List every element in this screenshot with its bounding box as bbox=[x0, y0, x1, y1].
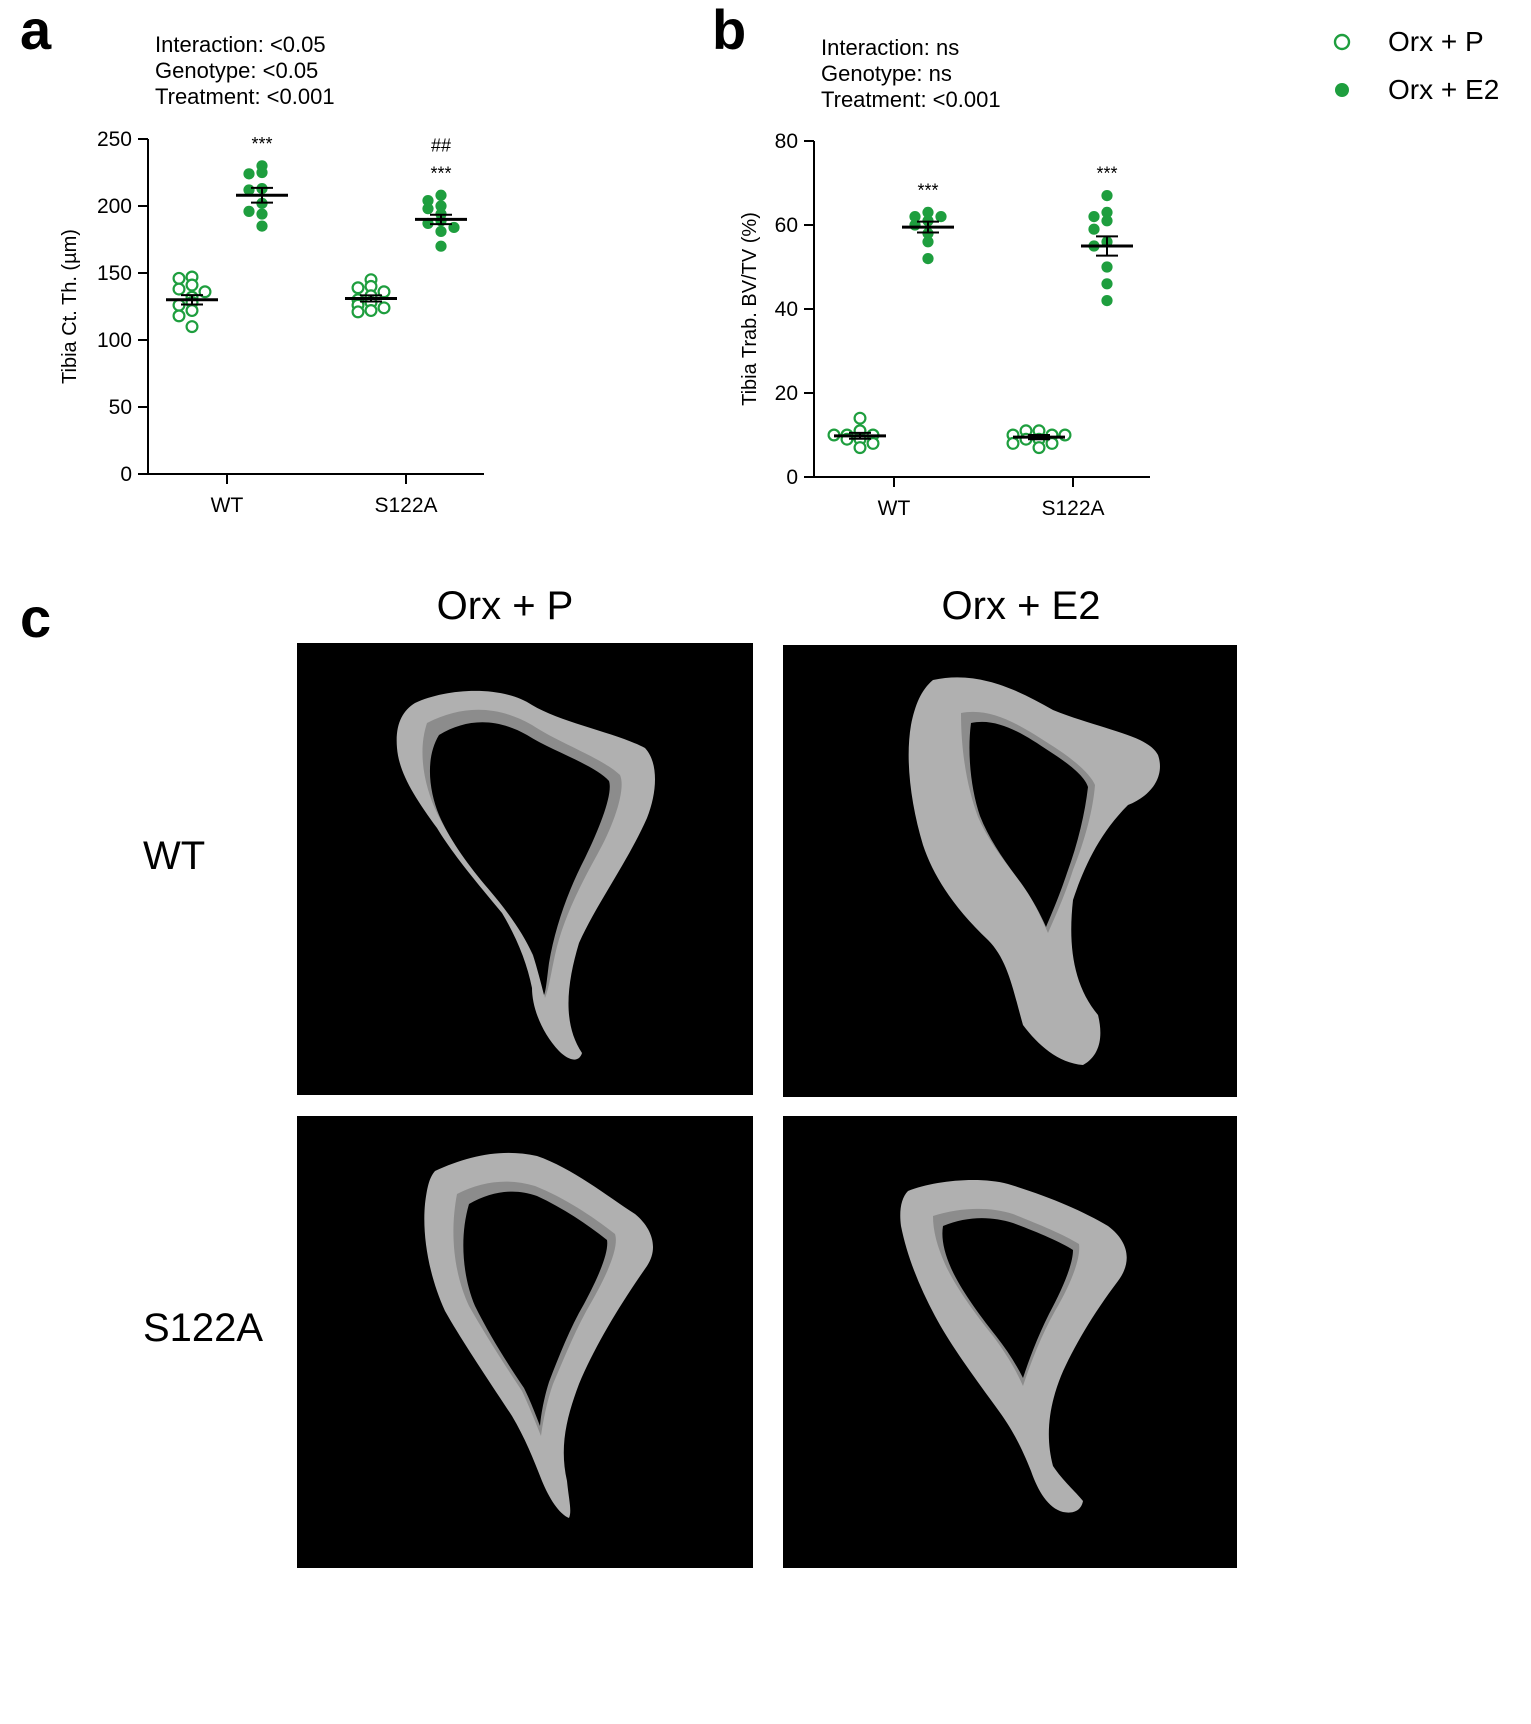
data-point bbox=[364, 304, 378, 318]
y-tick-label: 60 bbox=[775, 214, 798, 237]
data-point bbox=[853, 411, 867, 425]
panel-label-a: a bbox=[20, 0, 52, 61]
y-tick-label: 20 bbox=[775, 382, 798, 405]
x-tick-label: WT bbox=[878, 497, 911, 520]
stats-line-0: Interaction: <0.05 bbox=[155, 32, 326, 57]
stats-line-2: Treatment: <0.001 bbox=[821, 87, 1001, 112]
data-point bbox=[1101, 190, 1113, 202]
data-point bbox=[435, 240, 447, 252]
stats-line-1: Genotype: ns bbox=[821, 61, 952, 86]
significance-marker: *** bbox=[1096, 164, 1117, 184]
y-tick-label: 150 bbox=[97, 262, 132, 285]
data-point bbox=[1088, 211, 1100, 223]
legend-label-orx-p: Orx + P bbox=[1388, 26, 1484, 57]
data-point bbox=[172, 271, 186, 285]
microct-wt-orx-e2 bbox=[783, 645, 1237, 1097]
significance-marker: *** bbox=[430, 163, 451, 183]
data-point bbox=[1032, 441, 1046, 455]
data-point bbox=[909, 211, 921, 223]
stats-line-1: Genotype: <0.05 bbox=[155, 58, 318, 83]
data-point bbox=[351, 305, 365, 319]
data-point bbox=[1101, 278, 1113, 290]
data-point bbox=[866, 436, 880, 450]
microct-wt-orx-p bbox=[297, 643, 753, 1095]
data-point bbox=[922, 206, 934, 218]
col-label-orx-e2: Orx + E2 bbox=[941, 584, 1101, 628]
data-point bbox=[185, 278, 199, 292]
data-point bbox=[172, 282, 186, 296]
x-tick-label: WT bbox=[211, 494, 244, 517]
microct-s122a-orx-p bbox=[297, 1116, 753, 1568]
data-point bbox=[256, 208, 268, 220]
y-tick-label: 50 bbox=[109, 396, 132, 419]
data-point bbox=[172, 309, 186, 323]
data-point bbox=[1058, 428, 1072, 442]
y-tick-label: 200 bbox=[97, 195, 132, 218]
data-point bbox=[377, 301, 391, 315]
col-label-orx-p: Orx + P bbox=[436, 584, 574, 628]
data-point bbox=[422, 195, 434, 207]
data-point bbox=[1006, 436, 1020, 450]
y-tick-label: 0 bbox=[786, 466, 798, 489]
data-point bbox=[243, 168, 255, 180]
data-point bbox=[435, 189, 447, 201]
y-tick-label: 0 bbox=[120, 463, 132, 486]
stats-line-0: Interaction: ns bbox=[821, 35, 959, 60]
y-tick-label: 100 bbox=[97, 329, 132, 352]
data-point bbox=[351, 281, 365, 295]
row-label-s122a: S122A bbox=[143, 1306, 264, 1350]
data-point bbox=[1101, 206, 1113, 218]
y-tick-label: 40 bbox=[775, 298, 798, 321]
data-point bbox=[922, 253, 934, 265]
legend: Orx + P Orx + E2 bbox=[1330, 24, 1530, 124]
data-point bbox=[935, 211, 947, 223]
y-axis-label: Tibia Ct. Th. (µm) bbox=[59, 229, 81, 384]
data-point bbox=[853, 441, 867, 455]
data-point bbox=[1101, 261, 1113, 273]
x-tick-label: S122A bbox=[1041, 497, 1104, 520]
significance-marker: ## bbox=[431, 135, 451, 155]
microct-s122a-orx-e2 bbox=[783, 1116, 1237, 1568]
legend-item-orx-e2: Orx + E2 bbox=[1330, 72, 1530, 108]
data-point bbox=[1101, 215, 1113, 227]
legend-label-orx-e2: Orx + E2 bbox=[1388, 74, 1500, 105]
data-point bbox=[256, 166, 268, 179]
data-point bbox=[185, 320, 199, 334]
y-axis-label: Tibia Trab. BV/TV (%) bbox=[739, 212, 761, 406]
data-point bbox=[922, 236, 934, 248]
panel-label-b: b bbox=[712, 0, 747, 61]
data-point bbox=[243, 205, 255, 217]
stats-line-2: Treatment: <0.001 bbox=[155, 84, 335, 109]
data-point bbox=[422, 203, 434, 215]
data-point bbox=[435, 225, 447, 238]
row-label-wt: WT bbox=[143, 834, 206, 878]
legend-item-orx-p: Orx + P bbox=[1330, 24, 1530, 60]
y-tick-label: 250 bbox=[97, 128, 132, 151]
data-point bbox=[256, 220, 268, 232]
data-point bbox=[1088, 223, 1100, 235]
data-point bbox=[185, 304, 199, 318]
legend-marker-filled bbox=[1335, 83, 1349, 97]
legend-marker-open bbox=[1333, 33, 1351, 51]
x-tick-label: S122A bbox=[374, 494, 437, 517]
data-point bbox=[1101, 295, 1113, 307]
y-tick-label: 80 bbox=[775, 130, 798, 153]
significance-marker: *** bbox=[251, 134, 272, 154]
significance-marker: *** bbox=[917, 180, 938, 200]
data-point bbox=[435, 200, 447, 212]
panel-label-c: c bbox=[20, 586, 52, 649]
